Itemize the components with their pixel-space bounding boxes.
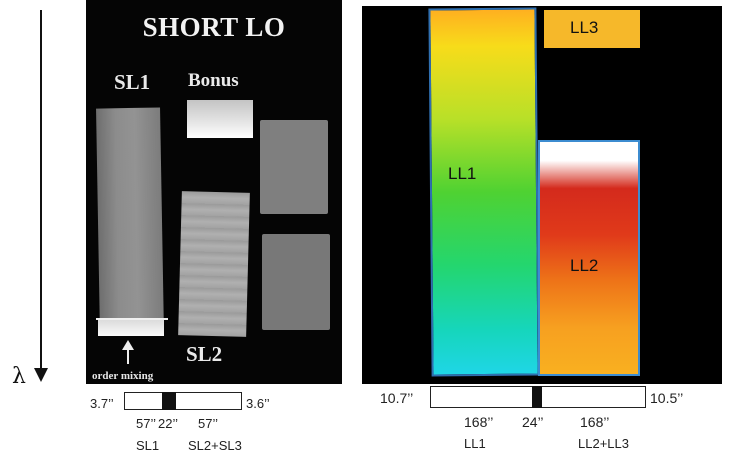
sl2-label: SL2	[186, 342, 223, 366]
ll-seg1-name: LL1	[464, 436, 486, 451]
ll-left-slit-width: 10.7’’	[380, 390, 414, 406]
bonus-label: Bonus	[188, 70, 239, 91]
order-mixing-label: order mixing	[92, 370, 154, 382]
lambda-label: λ	[12, 364, 26, 389]
wavelength-arrow-line	[40, 10, 42, 372]
sl-right-slit-width: 3.6’’	[246, 396, 270, 411]
sl-slit-scale-bar	[124, 392, 242, 410]
ll-gap-length: 24’’	[522, 414, 544, 430]
short-lo-image-panel: SHORT LO SL1 Bonus SL2 order mixing	[86, 0, 342, 384]
ll-seg2-name: LL2+LL3	[578, 436, 629, 451]
sl1-label: SL1	[114, 70, 151, 94]
order-mixing-line	[96, 318, 168, 320]
arrow-up-icon	[122, 340, 134, 350]
ll2-spectrum-strip	[538, 140, 640, 376]
ll-seg1-length: 168’’	[464, 414, 494, 430]
panel-title: SHORT LO	[142, 12, 286, 42]
sl3-lower-block	[262, 234, 330, 330]
ll-seg2-length: 168’’	[580, 414, 610, 430]
ll-slit-gap-marker	[532, 386, 542, 408]
sl-seg1-length: 57’’	[136, 416, 157, 431]
sl1-spectrum-strip	[96, 107, 164, 335]
sl-seg2-name: SL2+SL3	[188, 438, 242, 453]
sl-left-slit-width: 3.7’’	[90, 396, 114, 411]
ll-right-slit-width: 10.5’’	[650, 390, 684, 406]
long-lo-image-panel: LL3 LL1 LL2	[362, 6, 722, 384]
sl-seg2-length: 57’’	[198, 416, 219, 431]
sl-gap-length: 22’’	[158, 416, 179, 431]
ll1-label: LL1	[448, 164, 477, 183]
ll1-spectrum-strip	[428, 7, 540, 377]
sl1-order-mixing-region	[98, 318, 164, 336]
bonus-spectrum-strip	[187, 100, 253, 138]
order-mixing-arrow-line	[127, 350, 129, 364]
arrow-down-icon	[34, 368, 48, 382]
ll3-label: LL3	[570, 18, 599, 37]
ll3-spectrum-strip	[544, 10, 640, 48]
sl2-spectrum-strip	[178, 191, 250, 337]
sl-slit-gap-marker	[162, 392, 176, 410]
ll2-label: LL2	[570, 256, 599, 275]
sl-seg1-name: SL1	[136, 438, 160, 453]
sl3-upper-block	[260, 120, 328, 214]
